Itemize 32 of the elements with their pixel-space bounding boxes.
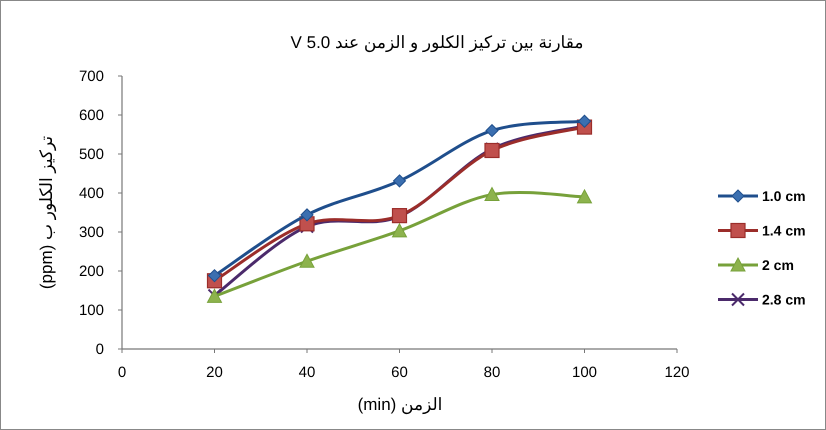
- y-tick-label: 400: [78, 185, 104, 202]
- y-tick-label: 100: [78, 302, 104, 319]
- x-tick-label: 20: [206, 364, 223, 381]
- point: [300, 208, 314, 222]
- point: [392, 223, 407, 238]
- y-axis-title: تركيز الكلور ب (ppm): [37, 136, 57, 290]
- point: [484, 187, 500, 202]
- point: [393, 174, 406, 188]
- x-tick-label: 60: [391, 364, 408, 381]
- legend-label: 1.0 cm: [762, 188, 806, 204]
- legend-label: 2.8 cm: [762, 292, 806, 308]
- chart-title: مقارنة بين تركيز الكلور و الزمن عند 5.0 V: [290, 33, 584, 53]
- legend-label: 2 cm: [762, 257, 794, 273]
- x-tick-label: 40: [298, 364, 316, 381]
- point: [577, 189, 592, 204]
- point: [300, 254, 314, 268]
- x-tick-label: 80: [484, 364, 500, 381]
- y-tick-label: 0: [96, 341, 104, 358]
- legend-label: 1.4 cm: [762, 222, 806, 238]
- y-tick-label: 300: [78, 224, 104, 241]
- y-tick-label: 600: [78, 107, 104, 124]
- x-tick-label: 100: [572, 364, 598, 381]
- x-tick-label: 120: [664, 364, 690, 381]
- x-tick-label: 0: [118, 364, 126, 381]
- y-tick-label: 500: [78, 146, 104, 163]
- point: [486, 124, 498, 138]
- y-tick-label: 200: [78, 263, 104, 280]
- y-tick-label: 700: [78, 68, 104, 85]
- x-axis-title: الزمن (min): [358, 395, 442, 415]
- point: [484, 142, 500, 158]
- point: [578, 114, 591, 128]
- point: [208, 269, 221, 282]
